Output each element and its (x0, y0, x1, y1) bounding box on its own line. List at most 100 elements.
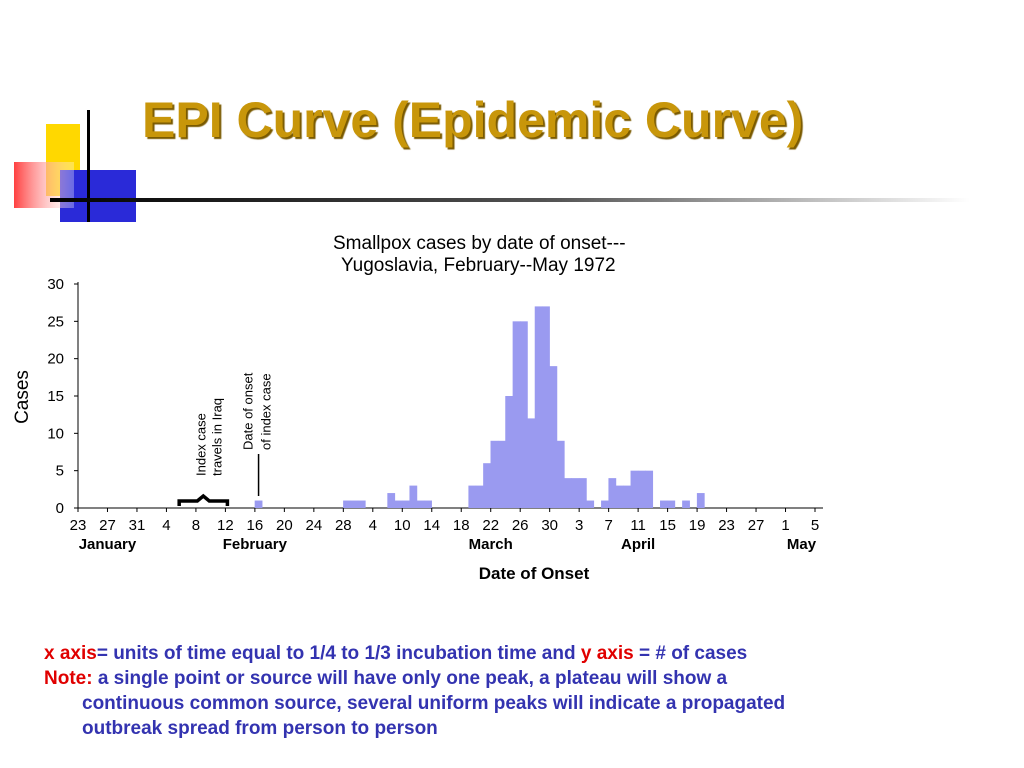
month-label: May (787, 536, 817, 553)
bar (608, 478, 617, 508)
x-tick-label: 10 (394, 517, 411, 534)
x-tick-label: 5 (811, 517, 819, 534)
y-tick-label: 30 (47, 276, 64, 293)
bar (416, 500, 425, 508)
y-tick-label: 20 (47, 351, 64, 368)
month-label: February (223, 536, 288, 553)
onset-label: Date of onset of index case (241, 372, 274, 450)
y-axis-label: Cases (12, 370, 33, 424)
x-tick-label: 28 (335, 517, 352, 534)
x-tick-label: 15 (659, 517, 676, 534)
x-tick-label: 19 (689, 517, 706, 534)
x-tick-label: 24 (305, 517, 322, 534)
bar (586, 500, 595, 508)
bar (424, 500, 432, 508)
bar (645, 470, 654, 508)
x-tick-label: 4 (369, 517, 377, 534)
vertical-rule (87, 110, 90, 222)
chart-title: Smallpox cases by date of onset--- (333, 233, 626, 254)
bar (660, 500, 668, 508)
y-tick-label: 25 (47, 313, 64, 330)
bar (350, 500, 359, 508)
peak-note-line2: continuous common source, several unifor… (82, 693, 786, 714)
travel-label: Index case travels in Iraq (193, 398, 224, 476)
month-label: April (621, 536, 655, 553)
x-tick-label: 16 (247, 517, 264, 534)
bar (601, 500, 609, 508)
x-axis-key: x axis (44, 643, 97, 664)
x-tick-label: 12 (217, 517, 234, 534)
x-tick-label: 14 (423, 517, 440, 534)
x-tick-label: 8 (192, 517, 200, 534)
bar (497, 440, 506, 508)
x-axis: 23 27 31 4 8 12 16 20 24 28 4 10 14 18 22 26 30 3 7 11 15 19 2… (70, 507, 823, 553)
travel-label-line: travels in Iraq (209, 398, 224, 476)
peak-note-line3: outbreak spread from person to person (82, 718, 438, 739)
bar (402, 500, 410, 508)
bar (571, 478, 580, 508)
x-tick-label: 31 (129, 517, 146, 534)
title-decoration (14, 110, 970, 222)
bar (387, 493, 396, 508)
bar (527, 418, 536, 508)
bar (394, 500, 403, 508)
x-tick-label: 22 (482, 517, 499, 534)
bar (637, 470, 646, 508)
bar (468, 485, 477, 508)
x-tick-label: 30 (541, 517, 558, 534)
y-axis-text: = # of cases (633, 643, 748, 664)
note-text: a single point or source will have only … (92, 668, 728, 689)
y-tick-label: 0 (56, 500, 64, 517)
title-rule (50, 198, 970, 202)
bar (549, 366, 558, 508)
bar (667, 500, 676, 508)
bar (357, 500, 366, 508)
travel-label-line: Index case (193, 413, 208, 476)
x-tick-label: 27 (99, 517, 116, 534)
annotations: Index case travels in Iraq Date of onset of… (177, 372, 274, 506)
x-tick-label: 20 (276, 517, 293, 534)
y-tick-label: 10 (47, 425, 64, 442)
bars (254, 306, 705, 508)
y-tick-label: 15 (47, 388, 64, 405)
x-axis-label: Date of Onset (479, 564, 590, 583)
x-tick-label: 18 (453, 517, 470, 534)
x-tick-label: 11 (630, 517, 646, 534)
bar (490, 440, 499, 508)
bar (556, 440, 565, 508)
epi-curve-chart: Smallpox cases by date of onset--- Yugos… (12, 233, 823, 583)
bar (483, 463, 491, 508)
onset-label-line: Date of onset (241, 372, 256, 450)
chart-subtitle: Yugoslavia, February--May 1972 (341, 255, 616, 276)
x-tick-label: 3 (575, 517, 583, 534)
month-label: January (79, 536, 137, 553)
bar (578, 478, 587, 508)
axis-note: x axis= units of time equal to 1/4 to 1/… (44, 641, 1004, 666)
bar (409, 485, 418, 508)
bar (542, 306, 550, 508)
slide-notes: x axis= units of time equal to 1/4 to 1/… (44, 641, 1004, 741)
note-key: Note: (44, 668, 93, 689)
bar (254, 500, 263, 508)
onset-label-line: of index case (259, 373, 274, 450)
bar (475, 485, 484, 508)
y-axis: 0 5 10 15 20 25 30 (47, 276, 79, 517)
peak-note: Note: a single point or source will have… (44, 666, 1004, 691)
bar (512, 321, 521, 508)
bar (564, 478, 572, 508)
bar (505, 396, 514, 508)
bar (534, 306, 543, 508)
y-axis-key: y axis (580, 643, 634, 664)
bar (696, 493, 705, 508)
x-tick-label: 27 (748, 517, 765, 534)
y-tick-label: 5 (56, 463, 64, 480)
slide-title: EPI Curve (Epidemic Curve) (142, 92, 804, 148)
bar (343, 500, 351, 508)
bar (520, 321, 528, 508)
x-tick-label: 23 (718, 517, 735, 534)
month-label: March (469, 536, 513, 553)
x-tick-label: 7 (604, 517, 612, 534)
x-tick-label: 23 (70, 517, 87, 534)
x-tick-label: 26 (512, 517, 529, 534)
bar (615, 485, 624, 508)
